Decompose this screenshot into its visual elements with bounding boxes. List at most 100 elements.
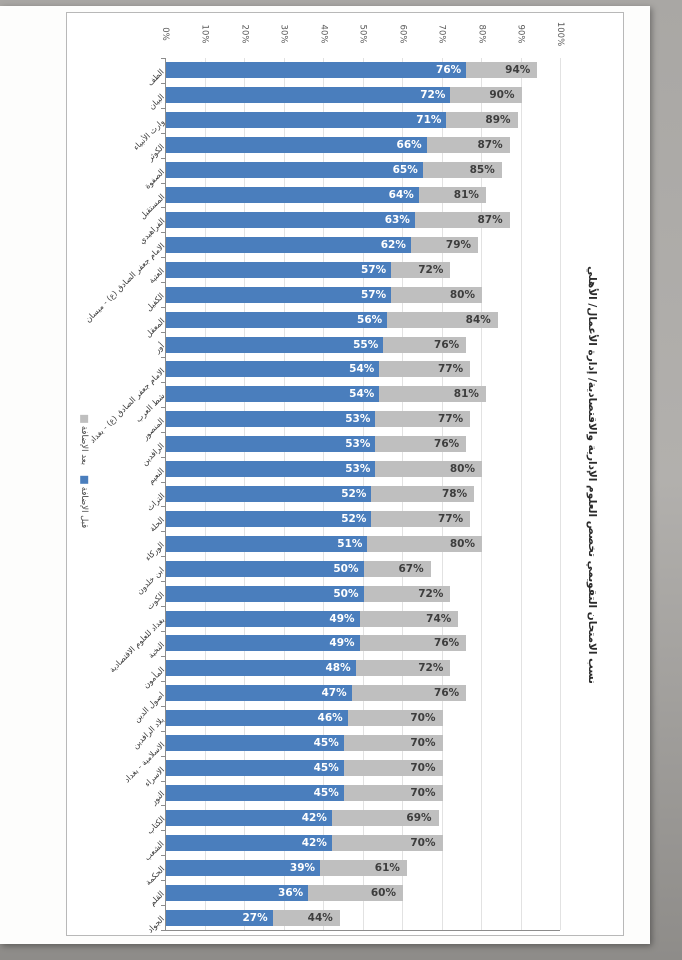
axis-tickmark [161, 556, 165, 558]
value-label-after: 72% [418, 587, 444, 600]
value-label-after: 81% [453, 388, 479, 401]
value-label-before: 50% [333, 562, 359, 575]
value-label-after: 87% [477, 139, 503, 152]
value-label-before: 45% [313, 786, 339, 799]
value-label-before: 46% [317, 712, 343, 725]
axis-tickmark [161, 680, 165, 682]
category-label: العتبة [67, 263, 166, 286]
axis-tickmark [161, 655, 165, 657]
axis-tickmark [161, 406, 165, 408]
tick-text: 10% [199, 24, 210, 44]
value-label-before: 45% [313, 737, 339, 750]
value-label-after: 84% [465, 313, 491, 326]
category-label: البيان [67, 88, 166, 111]
axis-tickmark [161, 581, 165, 583]
bar-before: 66% [166, 137, 427, 154]
value-axis-line [165, 930, 560, 931]
axis-tickmark [161, 431, 165, 433]
tick-text: 80% [476, 24, 486, 44]
axis-tickmark [161, 481, 165, 483]
value-label-before: 57% [361, 288, 387, 301]
category-text: المعقل [143, 316, 167, 340]
category-label: وارث الأنبياء [67, 113, 166, 152]
axis-tickmark [161, 506, 165, 508]
value-label-before: 62% [380, 238, 406, 251]
bar-before: 63% [166, 211, 415, 228]
gridline [560, 58, 561, 930]
axis-tickmark [161, 282, 165, 284]
value-label-after: 80% [449, 288, 475, 301]
axis-tickmark [161, 157, 165, 159]
value-label-before: 52% [341, 488, 367, 500]
category-text: النور [149, 789, 167, 807]
value-label-after: 70% [410, 762, 436, 775]
value-label-after: 76% [434, 637, 460, 650]
category-label: الكتاب [67, 811, 167, 837]
value-label-after: 77% [438, 413, 464, 426]
value-label-after: 78% [441, 488, 468, 500]
bar-before: 64% [166, 187, 419, 204]
category-label: النعيم [67, 462, 167, 486]
value-label-before: 52% [341, 512, 367, 525]
value-label-before: 45% [313, 762, 339, 775]
value-label-before: 71% [416, 114, 442, 127]
tick-text: 90% [515, 24, 526, 44]
axis-tickmark [161, 257, 165, 259]
category-label: المنصور [67, 412, 166, 441]
bar-before: 39% [166, 859, 321, 876]
category-label: الفراهيدي [67, 213, 166, 246]
category-label: الكفيل [67, 288, 167, 313]
category-label: الجواد [67, 911, 166, 934]
category-label: شط العرب [67, 387, 166, 424]
bar-before: 62% [166, 236, 411, 253]
bar-before: 65% [166, 162, 423, 179]
axis-tickmark [161, 58, 165, 59]
bar-before: 54% [166, 386, 380, 403]
value-label-after: 80% [449, 537, 475, 550]
value-label-after: 81% [453, 189, 479, 202]
value-label-after: 87% [477, 213, 503, 226]
bar-before: 53% [166, 461, 376, 478]
value-label-after: 74% [426, 612, 452, 625]
category-label: الامام جعفر الصادق (ع) - ميسان [67, 238, 166, 325]
category-label: الوركاء [67, 537, 166, 563]
bar-before: 76% [166, 62, 467, 79]
value-label-before: 76% [436, 64, 462, 77]
category-text: التراث [144, 490, 167, 513]
bar-before: 45% [166, 735, 344, 752]
tick-text: 60% [397, 24, 407, 44]
category-text: الحكمة [143, 864, 167, 888]
bar-before: 55% [166, 336, 384, 353]
value-label-after: 80% [449, 463, 475, 476]
category-text: الكفيل [144, 291, 167, 314]
value-label-before: 66% [396, 139, 422, 152]
category-label: الطف [67, 63, 166, 87]
category-label: التراث [67, 487, 166, 512]
bar-before: 52% [166, 510, 372, 527]
axis-tickmark [161, 606, 165, 608]
bar-before: 49% [166, 635, 360, 652]
value-label-after: 67% [398, 562, 424, 575]
value-label-before: 42% [301, 836, 327, 849]
tick-text: 70% [436, 24, 447, 44]
bar-before: 49% [166, 610, 360, 627]
value-label-after: 76% [434, 687, 460, 700]
category-label: الحلة [67, 512, 166, 534]
category-text: الكتاب [144, 814, 167, 837]
category-label: النخبة [67, 636, 166, 660]
tick-text: 0% [160, 27, 170, 41]
value-label-after: 70% [410, 737, 436, 750]
value-label-after: 79% [445, 238, 472, 251]
value-label-before: 64% [388, 189, 414, 202]
axis-tickmark [161, 705, 165, 707]
category-label: الكوثر [67, 138, 166, 162]
value-label-after: 90% [489, 89, 515, 102]
value-label-after: 61% [374, 861, 400, 874]
category-label: الصفوة [67, 163, 166, 190]
bar-before: 71% [166, 112, 447, 129]
bar-before: 53% [166, 436, 376, 453]
value-label-before: 50% [333, 587, 359, 600]
axis-tickmark [161, 730, 165, 732]
category-label: بلاد الرافدين [67, 711, 166, 750]
gridline [481, 58, 482, 930]
